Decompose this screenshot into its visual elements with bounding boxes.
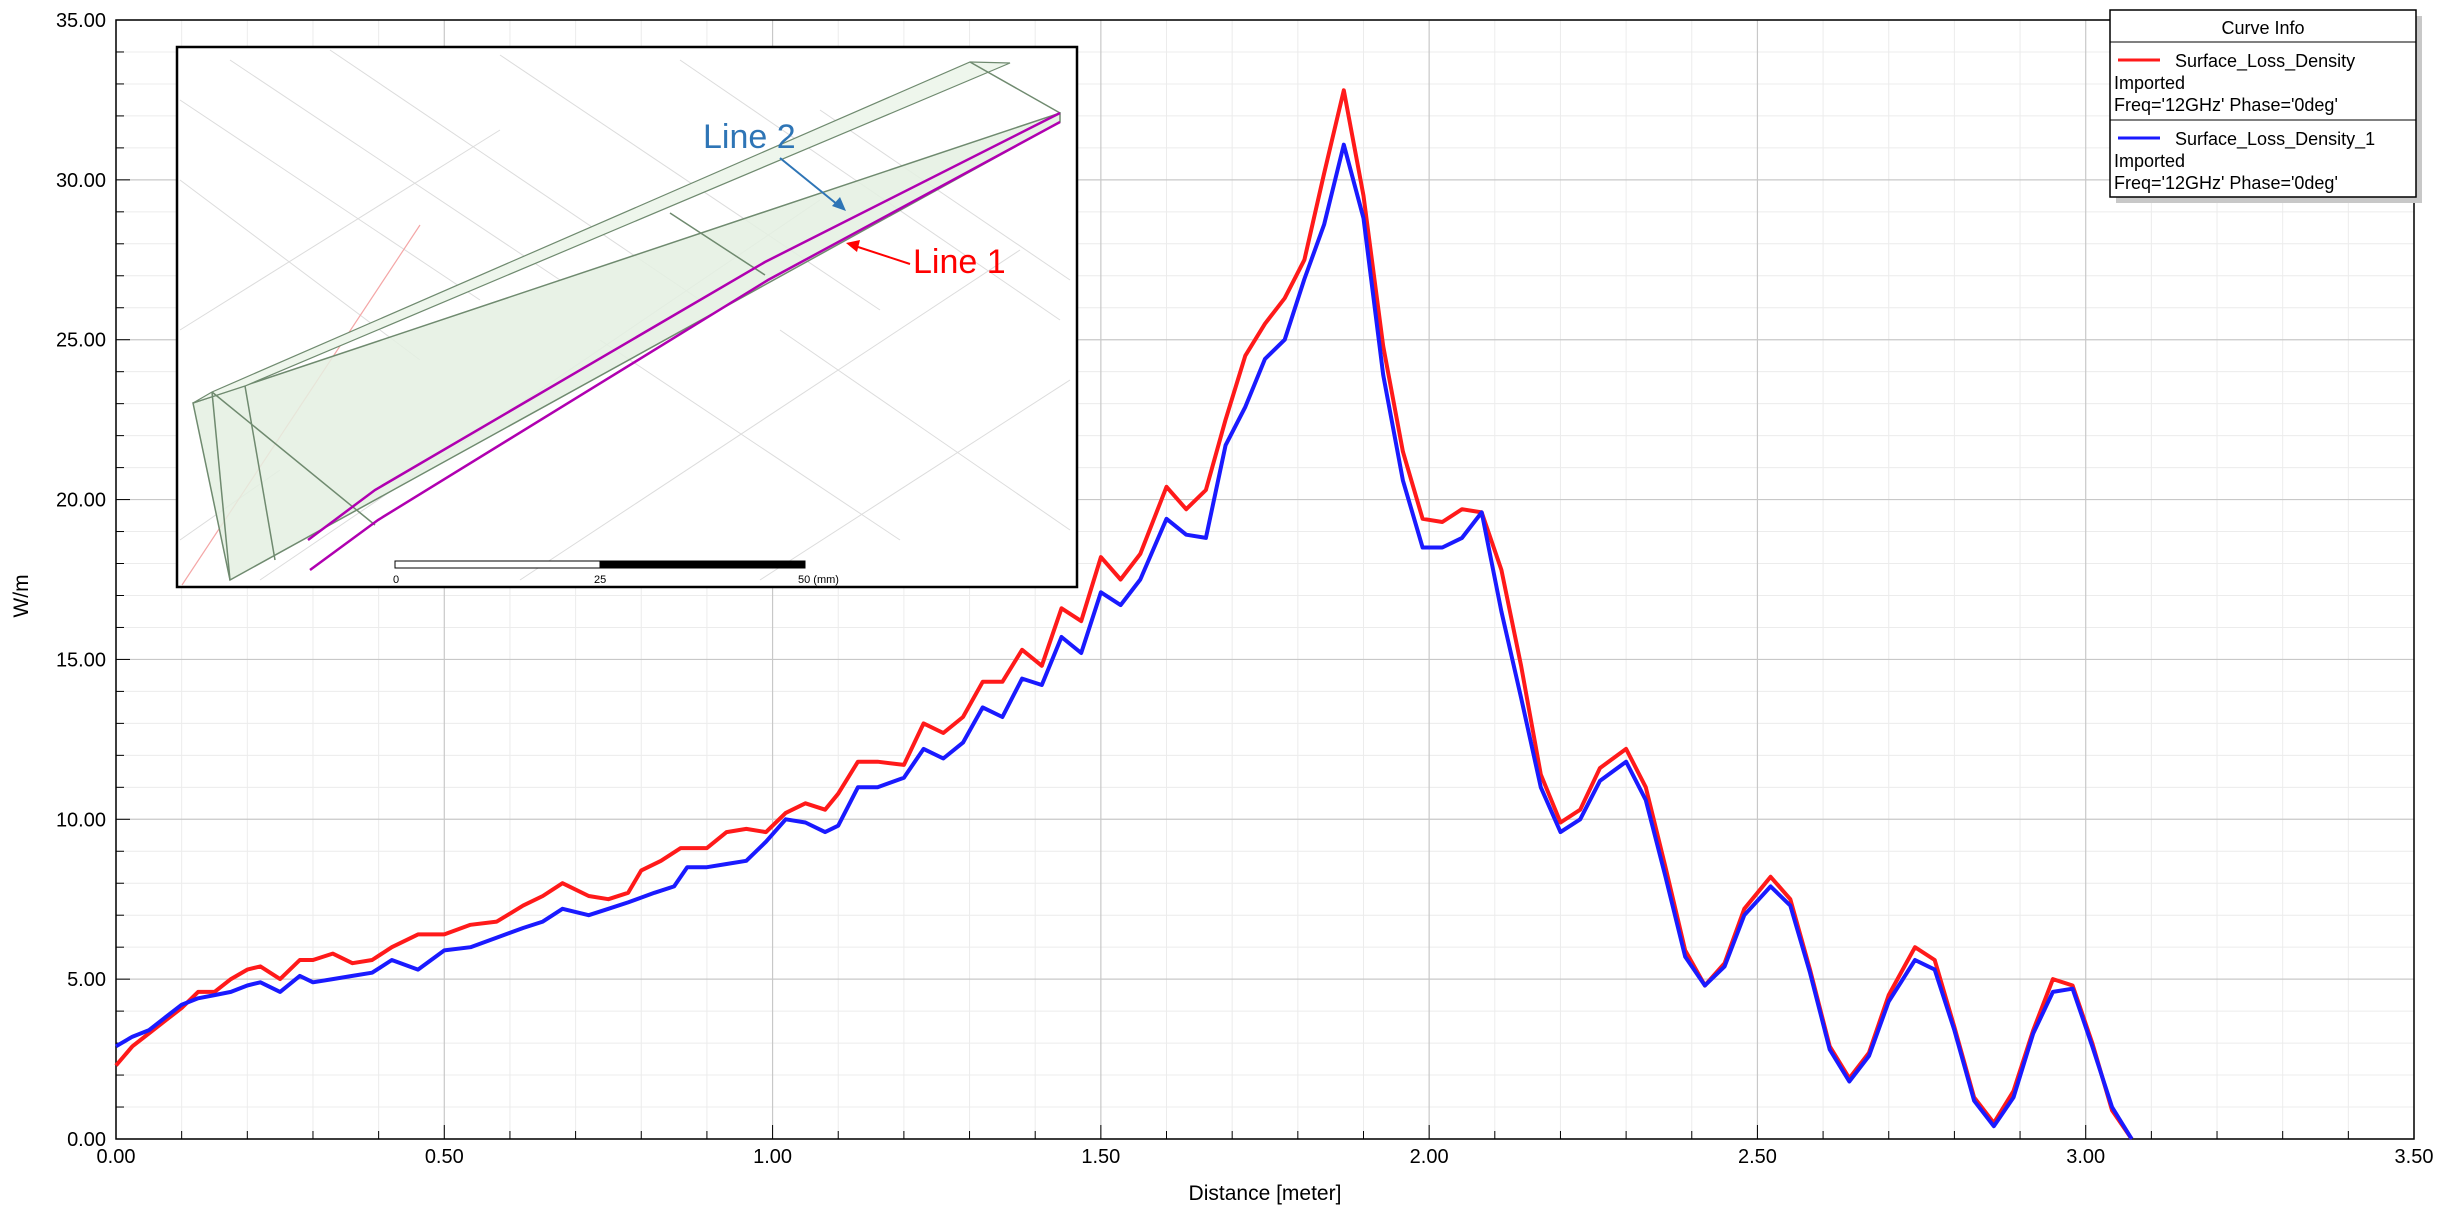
x-axis-label: Distance [meter] xyxy=(1189,1182,1342,1205)
y-tick-label: 20.00 xyxy=(56,490,106,512)
series-layer xyxy=(114,88,2134,1141)
inset-line1-arrowhead xyxy=(846,240,860,252)
plot-area-frame xyxy=(115,19,2415,1140)
inset-scale-label-50: 50 (mm) xyxy=(798,574,839,586)
x-tick-label: 1.50 xyxy=(1081,1146,1120,1168)
inset-line1-arrow xyxy=(854,245,911,265)
inset-line2-arrow xyxy=(779,157,839,206)
inset-scale-label-0: 0 xyxy=(393,574,399,586)
inset-geometry xyxy=(192,61,1061,582)
x-tick-label: 2.50 xyxy=(1738,1146,1777,1168)
inset-line2-label: Line 2 xyxy=(703,118,796,156)
inset-scale-label-25: 25 xyxy=(594,574,606,586)
y-tick-label: 10.00 xyxy=(56,809,106,831)
y-tick-label: 0.00 xyxy=(67,1129,106,1151)
y-tick-label: 30.00 xyxy=(56,170,106,192)
inset-line2-path xyxy=(307,111,1061,542)
tick-labels: 0.00 0.50 1.00 1.50 2.00 2.50 3.00 3.50 0.00 5.00… xyxy=(56,10,2434,1168)
axis-ticks xyxy=(115,19,2415,1140)
x-tick-label: 3.00 xyxy=(2066,1146,2105,1168)
x-tick-label: 1.00 xyxy=(753,1146,792,1168)
inset-scale-bar-black xyxy=(599,560,806,569)
series-line-2 xyxy=(114,142,2134,1141)
inset-line1-label: Line 1 xyxy=(913,243,1006,281)
legend-entry-1-name: Surface_Loss_Density xyxy=(2175,51,2355,72)
legend-entry-1-params: Freq='12GHz' Phase='0deg' xyxy=(2114,95,2338,115)
inset-line2-arrowhead xyxy=(832,197,846,211)
y-axis-label: W/m xyxy=(10,574,33,617)
y-tick-label: 25.00 xyxy=(56,330,106,352)
y-tick-label: 35.00 xyxy=(56,10,106,32)
legend: Curve Info Surface_Loss_Density Imported… xyxy=(2109,9,2422,203)
legend-entry-2-params: Freq='12GHz' Phase='0deg' xyxy=(2114,173,2338,193)
y-tick-label: 5.00 xyxy=(67,969,106,991)
inset-scale-bar-white xyxy=(394,560,601,569)
x-tick-label: 3.50 xyxy=(2395,1146,2434,1168)
x-tick-label: 0.50 xyxy=(425,1146,464,1168)
x-tick-label: 0.00 xyxy=(97,1146,136,1168)
legend-entry-2-source: Imported xyxy=(2114,151,2185,171)
legend-header: Curve Info xyxy=(2221,18,2304,38)
legend-entry-2-name: Surface_Loss_Density_1 xyxy=(2175,129,2375,150)
x-tick-label: 2.00 xyxy=(1410,1146,1449,1168)
y-tick-label: 15.00 xyxy=(56,649,106,671)
legend-entry-1-source: Imported xyxy=(2114,73,2185,93)
legend-box xyxy=(2109,9,2417,198)
inset-line1-path xyxy=(309,120,1061,572)
inset-model-image: Line 2 Line 1 0 25 50 (mm) xyxy=(175,45,1079,589)
